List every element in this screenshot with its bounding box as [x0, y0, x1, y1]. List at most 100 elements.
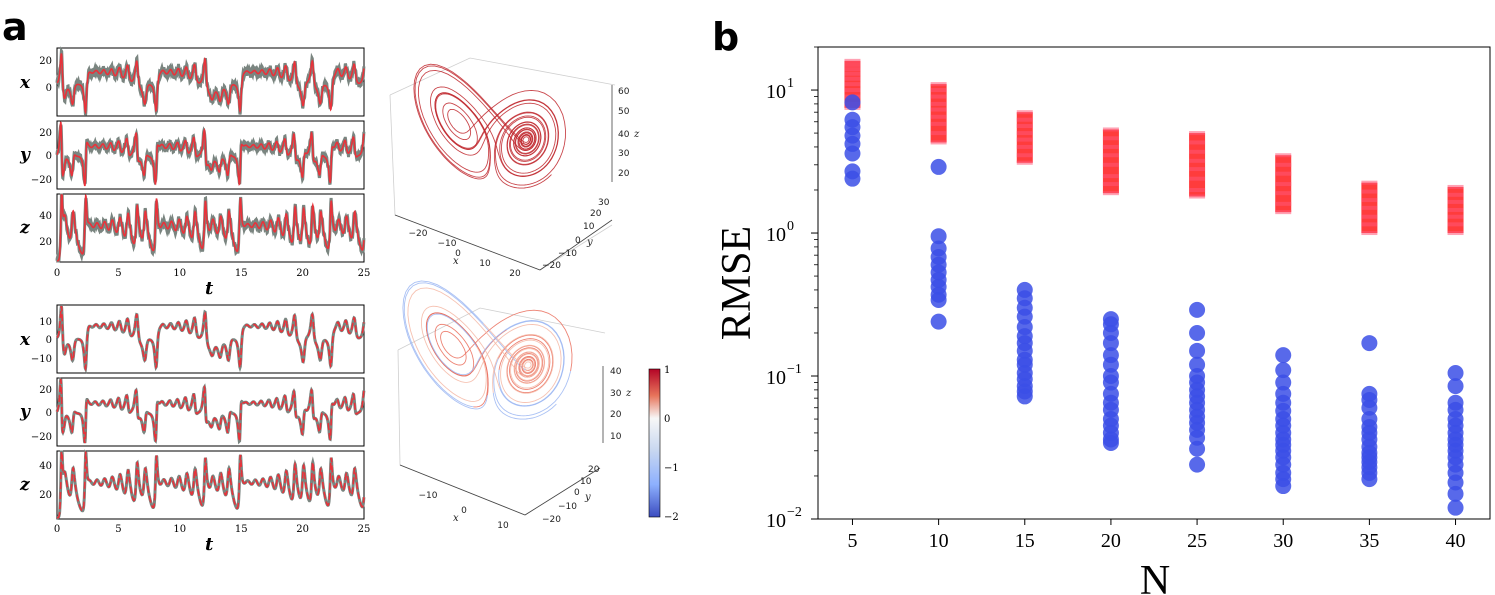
- attractor-segment: [501, 116, 545, 174]
- red-point: [1361, 231, 1378, 236]
- y-tick: 0: [574, 488, 580, 498]
- red-point: [1447, 214, 1464, 219]
- blue-point: [1275, 374, 1292, 391]
- attractor-segment: [522, 134, 531, 145]
- attractor-segment: [518, 129, 536, 150]
- attractor-segment: [483, 323, 532, 369]
- blue-point: [1275, 478, 1292, 495]
- x-tick-label: 15: [1015, 530, 1035, 552]
- blue-point: [1447, 474, 1464, 491]
- attractor-segment: [467, 102, 557, 171]
- attractor-segment: [420, 305, 501, 389]
- rmse-x-axis-ticks: 5 10 15 20 25 30 35 40: [847, 519, 1466, 552]
- y-tick: −20: [542, 261, 561, 271]
- time-tick: 20: [296, 524, 309, 535]
- bottom-timeseries-group: x y z 10 0 −10 20 0 −20 40 20 0 5 10 15 …: [19, 304, 370, 555]
- ts-bot-z-tick: 20: [39, 490, 52, 501]
- red-point: [1189, 194, 1206, 199]
- blue-point: [1189, 301, 1206, 318]
- colorbar-tick: −2: [664, 512, 679, 523]
- ts-bot-z-truth-line: [57, 449, 366, 520]
- ts-bot-y-tick: 20: [39, 385, 52, 396]
- y-axis-line: [539, 219, 613, 271]
- attractor-segment: [500, 339, 549, 403]
- ts-bot-x-tick: 10: [39, 317, 52, 328]
- attractor-segment: [413, 63, 491, 180]
- z-tick: 50: [618, 107, 630, 117]
- y-tick: −20: [542, 515, 561, 525]
- red-point: [1189, 158, 1206, 163]
- x-tick: −20: [409, 229, 428, 239]
- attractor-segment: [506, 121, 542, 166]
- box-edge: [397, 307, 606, 351]
- red-point: [1102, 191, 1119, 196]
- ts-bot-y-pred-line: [56, 378, 365, 444]
- attractor-segment: [513, 351, 540, 384]
- blue-point: [1189, 324, 1206, 341]
- red-point: [1189, 176, 1206, 181]
- y-tick: 30: [598, 198, 610, 208]
- blue-point: [1447, 499, 1464, 516]
- z-tick: 40: [618, 130, 630, 140]
- red-point: [1361, 214, 1378, 219]
- red-point: [1447, 207, 1464, 212]
- z-tick: 30: [610, 389, 622, 399]
- ts-top-y-truth-line: [55, 124, 366, 186]
- attractor-segment: [517, 131, 534, 149]
- ts-bot-y-tick: 0: [46, 408, 52, 419]
- y-tick: −10: [558, 249, 577, 259]
- red-point: [930, 114, 947, 119]
- blue-point: [1275, 362, 1292, 379]
- red-point: [1361, 222, 1378, 227]
- ts-top-x-label: x: [19, 73, 31, 93]
- red-point: [1447, 184, 1464, 189]
- attractor-segment: [524, 359, 533, 371]
- red-point: [1016, 117, 1033, 122]
- y-tick-exponent: 1: [787, 76, 794, 91]
- ts-top-z-pred-line: [57, 193, 365, 262]
- red-point: [930, 107, 947, 112]
- attractor-segment: [493, 111, 550, 166]
- time-tick: 5: [115, 268, 121, 279]
- y-tick: 10: [580, 477, 592, 487]
- red-point: [930, 94, 947, 99]
- ts-top-x-tick: 20: [39, 56, 52, 67]
- y-axis-line: [524, 467, 601, 516]
- red-point: [844, 76, 861, 81]
- red-point: [1361, 189, 1378, 194]
- ts-top-x-truth-line: [55, 46, 366, 117]
- attractor-segment: [480, 320, 565, 407]
- red-point: [1102, 144, 1119, 149]
- red-point: [1102, 182, 1119, 187]
- red-point: [930, 88, 947, 93]
- x-axis-line: [394, 214, 541, 271]
- attractor-segment: [515, 353, 539, 379]
- blue-point: [1275, 347, 1292, 364]
- attractor-bottom-3d: 40 30 20 10 z −10 0 10 x 20 10 0 −10 −20…: [397, 280, 632, 531]
- red-point: [1361, 205, 1378, 210]
- attractor-segment: [407, 287, 539, 378]
- red-point: [930, 121, 947, 126]
- attractor-segment: [417, 69, 536, 151]
- attractor-segment: [414, 65, 525, 178]
- red-point: [1275, 171, 1292, 176]
- time-tick: 20: [296, 268, 309, 279]
- attractor-segment: [498, 334, 554, 394]
- x-tick-label: 5: [847, 530, 857, 552]
- ts-bot-y-label: y: [19, 402, 31, 422]
- time-tick: 15: [235, 524, 248, 535]
- x-tick: 20: [509, 269, 521, 279]
- attractor-segment: [434, 323, 475, 377]
- ts-bot-x-frame: [56, 304, 365, 374]
- y-tick: 20: [590, 209, 602, 219]
- ts-top-z-frame: [56, 193, 365, 263]
- red-point: [844, 58, 861, 63]
- y-tick-label: 10: [766, 81, 786, 103]
- y-tick-exponent: −2: [787, 505, 802, 520]
- blue-point: [844, 94, 861, 111]
- red-point: [1102, 162, 1119, 167]
- attractor-segment: [510, 348, 550, 389]
- attractor-segment: [425, 312, 489, 396]
- time-tick: 5: [115, 524, 121, 535]
- y-tick-label: 10: [766, 224, 786, 246]
